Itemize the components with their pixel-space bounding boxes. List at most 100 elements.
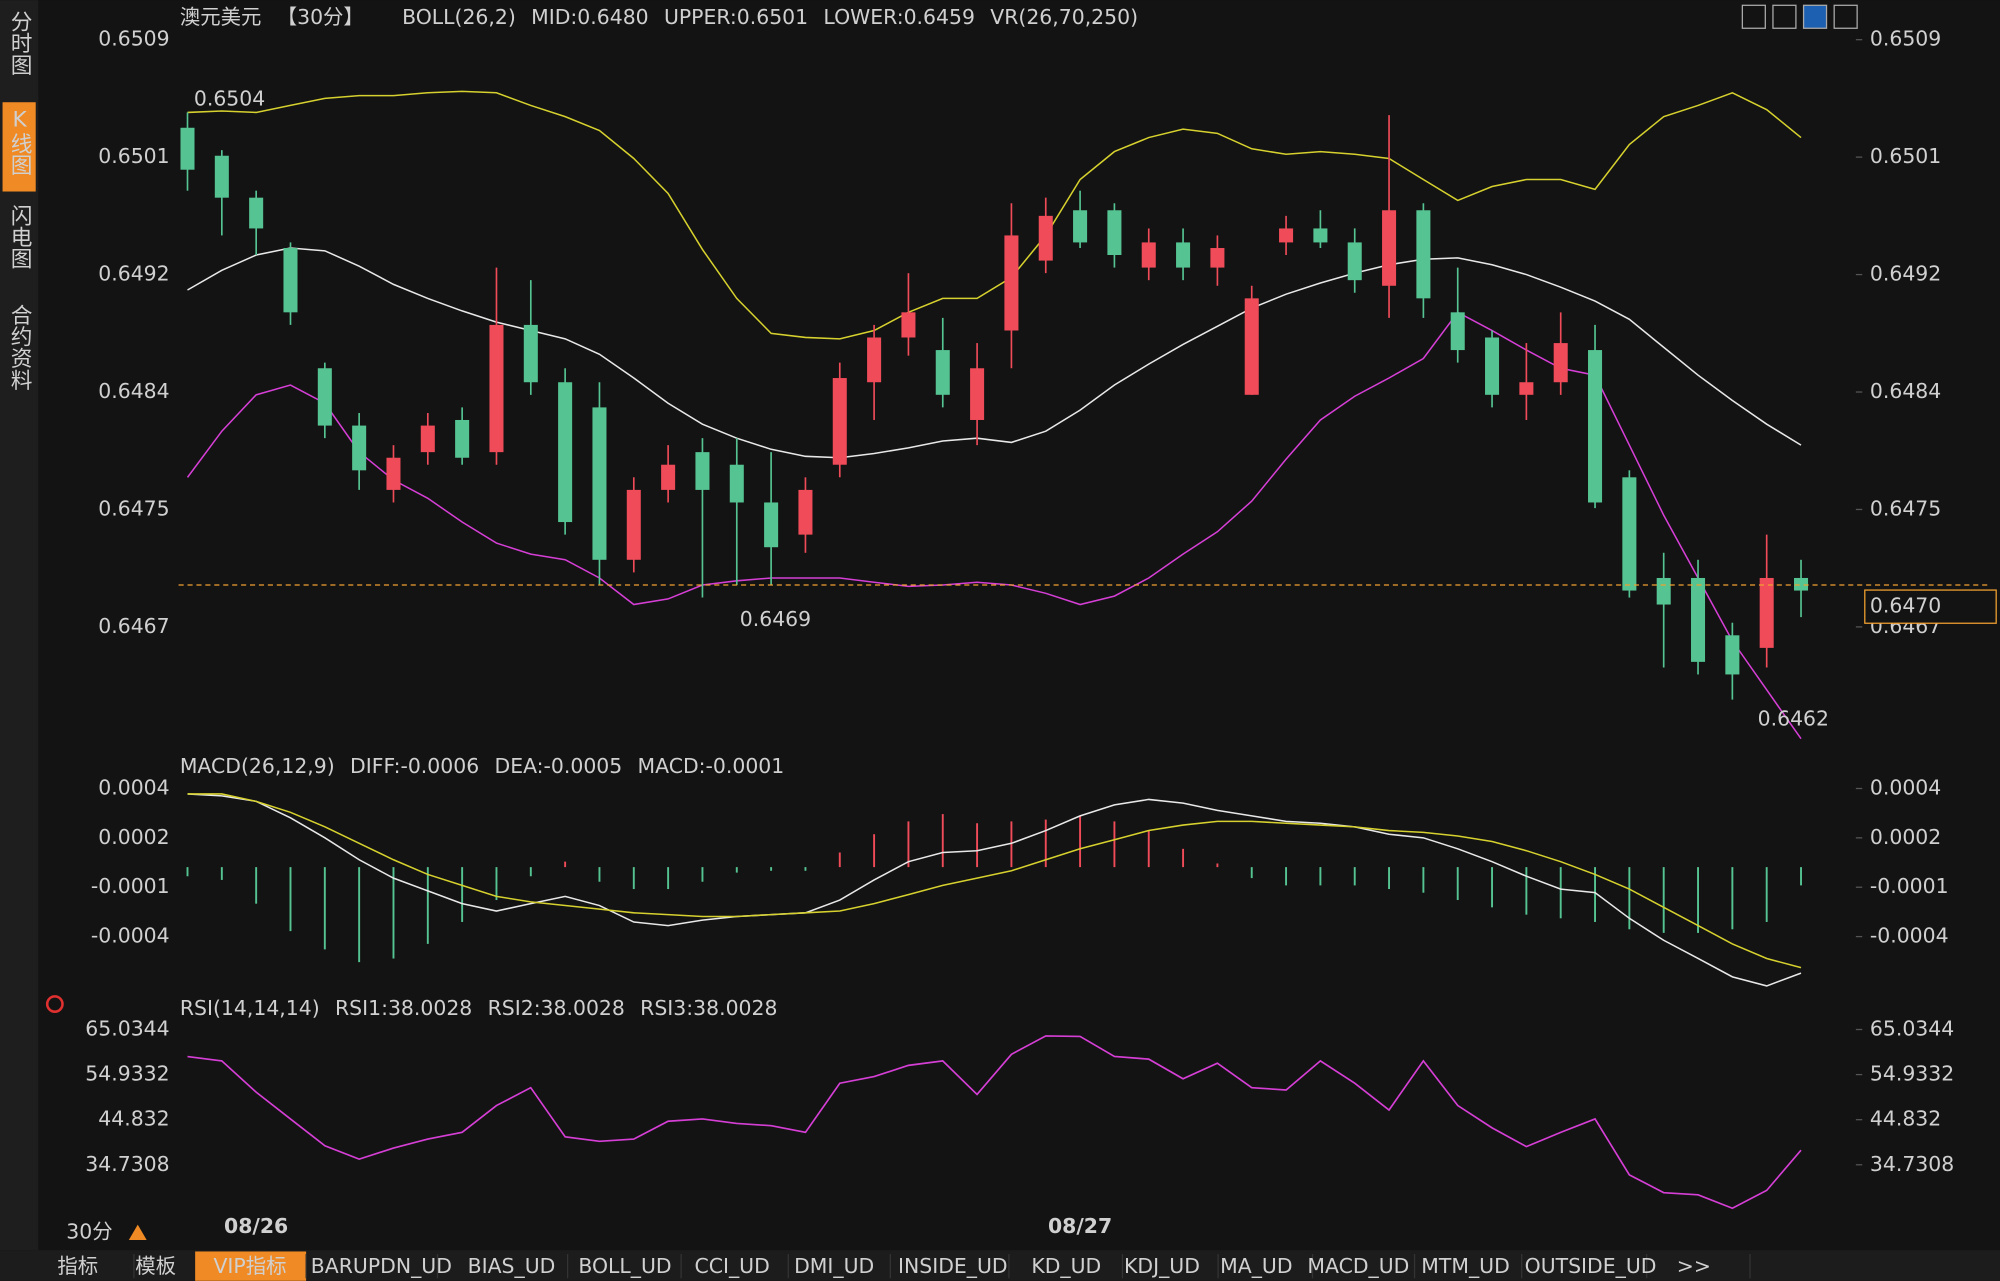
candle-body [317,368,332,426]
bottom-bar [0,1250,2000,1281]
y-tick-label: 0.6484 [1870,379,1941,403]
boll-line [187,247,1802,459]
candle-body [729,464,744,503]
bottom-tab[interactable]: MACD_UD [1307,1254,1409,1279]
bottom-tab[interactable]: BARUPDN_UD [311,1254,452,1279]
candle-body [867,337,882,383]
y-tick-label: 54.9332 [1870,1062,1954,1086]
candle-body [1794,577,1809,591]
indicator-label: UPPER:0.6501 [664,5,808,29]
y-tick-label: 0.6484 [98,379,169,403]
bottom-tab[interactable]: BIAS_UD [468,1254,556,1279]
candle-body [1038,215,1053,261]
price-annotation: 0.6504 [194,87,265,111]
y-tick-label: -0.0001 [1870,874,1949,898]
bottom-tab[interactable]: INSIDE_UD [898,1254,1008,1279]
candle-body [695,452,710,490]
candle-body [1382,210,1397,286]
last-price-box [1864,589,1997,624]
price-annotation: 0.6469 [740,607,811,631]
indicator-label: DEA:-0.0005 [495,754,623,778]
toolbar-icons[interactable] [1741,4,1858,29]
y-tick-label: 0.0004 [1870,776,1941,800]
candle-body [1485,337,1500,395]
bottom-tab[interactable]: MA_UD [1220,1254,1292,1279]
candle-body [249,197,264,229]
bottom-tab[interactable]: DMI_UD [794,1254,874,1279]
candle-body [1176,242,1191,268]
candle-body [1553,343,1568,383]
tab-active[interactable] [195,1251,307,1281]
candle-body [1416,210,1431,299]
indicator-label: RSI2:38.0028 [488,996,625,1020]
x-tick-label: 08/26 [224,1214,288,1238]
macd-line [187,793,1802,969]
candle-body [352,425,367,471]
candle-body [798,489,813,535]
y-tick-label: 65.0344 [85,1017,169,1041]
bottom-tab[interactable]: 模板 [135,1254,176,1278]
bottom-tab[interactable]: KDJ_UD [1124,1254,1200,1279]
candle-body [1141,242,1156,268]
price-annotation: 0.6462 [1758,707,1829,731]
candle-body [1107,210,1122,256]
y-tick-label: 0.0002 [1870,825,1941,849]
candle-body [626,489,641,560]
bottom-tab[interactable]: KD_UD [1031,1254,1101,1279]
y-tick-label: -0.0004 [91,924,170,948]
candle-body [1588,350,1603,503]
candle-body [1347,242,1362,281]
indicator-label: RSI(14,14,14) [180,996,320,1020]
macd-line [187,793,1802,987]
bottom-tab[interactable]: BOLL_UD [578,1254,671,1279]
y-tick-label: 0.6475 [98,496,169,520]
y-tick-label: 0.0004 [98,776,169,800]
indicator-label: RSI1:38.0028 [335,996,472,1020]
indicator-label: MACD:-0.0001 [638,754,785,778]
candle-body [283,248,298,313]
bottom-tab[interactable]: 指标 [57,1254,98,1278]
icon[interactable] [1833,4,1858,29]
y-tick-label: 44.832 [98,1107,169,1131]
candle-body [970,368,985,420]
period-arrow [128,1224,147,1240]
indicator-label: DIFF:-0.0006 [350,754,479,778]
candle-body [592,407,607,560]
indicator-label: 澳元美元 [180,5,262,29]
candle-body [1279,228,1294,243]
candle-body [1450,312,1465,351]
candle-body [1210,248,1225,268]
y-tick-label: 0.6467 [98,614,169,638]
y-tick-label: 54.9332 [85,1062,169,1086]
candle-body [1519,382,1534,395]
candle-body [1622,477,1637,591]
indicator-label: RSI3:38.0028 [640,996,777,1020]
y-tick-label: 44.832 [1870,1107,1941,1131]
last-price-label: 0.6470 [1870,594,1941,618]
boll-line [187,90,1802,340]
sidebar-tab[interactable]: 闪电图 [7,204,32,269]
icon[interactable] [1772,4,1797,29]
y-tick-label: -0.0001 [91,874,170,898]
bottom-tab[interactable]: >> [1677,1254,1711,1278]
bottom-tab[interactable]: CCI_UD [694,1254,769,1279]
sidebar-tab[interactable]: K线图 [7,107,32,176]
y-tick-label: 0.6509 [98,27,169,51]
candle-body [1759,577,1774,648]
candle-body [420,425,435,453]
icon[interactable] [1802,4,1828,29]
candle-body [935,350,950,395]
rsi-line [187,1035,1802,1210]
tab-active[interactable] [2,102,36,192]
sidebar-tab[interactable]: 合约资料 [7,304,32,391]
bottom-tab[interactable]: OUTSIDE_UD [1525,1254,1657,1279]
indicator-label: 【30分】 [277,5,364,29]
y-tick-label: 65.0344 [1870,1017,1954,1041]
sidebar-tab[interactable]: 分时图 [7,10,32,75]
bottom-tab[interactable]: MTM_UD [1421,1254,1509,1279]
bottom-tab[interactable]: VIP指标 [213,1254,286,1278]
icon[interactable] [1741,4,1766,29]
indicator-label: LOWER:0.6459 [823,5,975,29]
